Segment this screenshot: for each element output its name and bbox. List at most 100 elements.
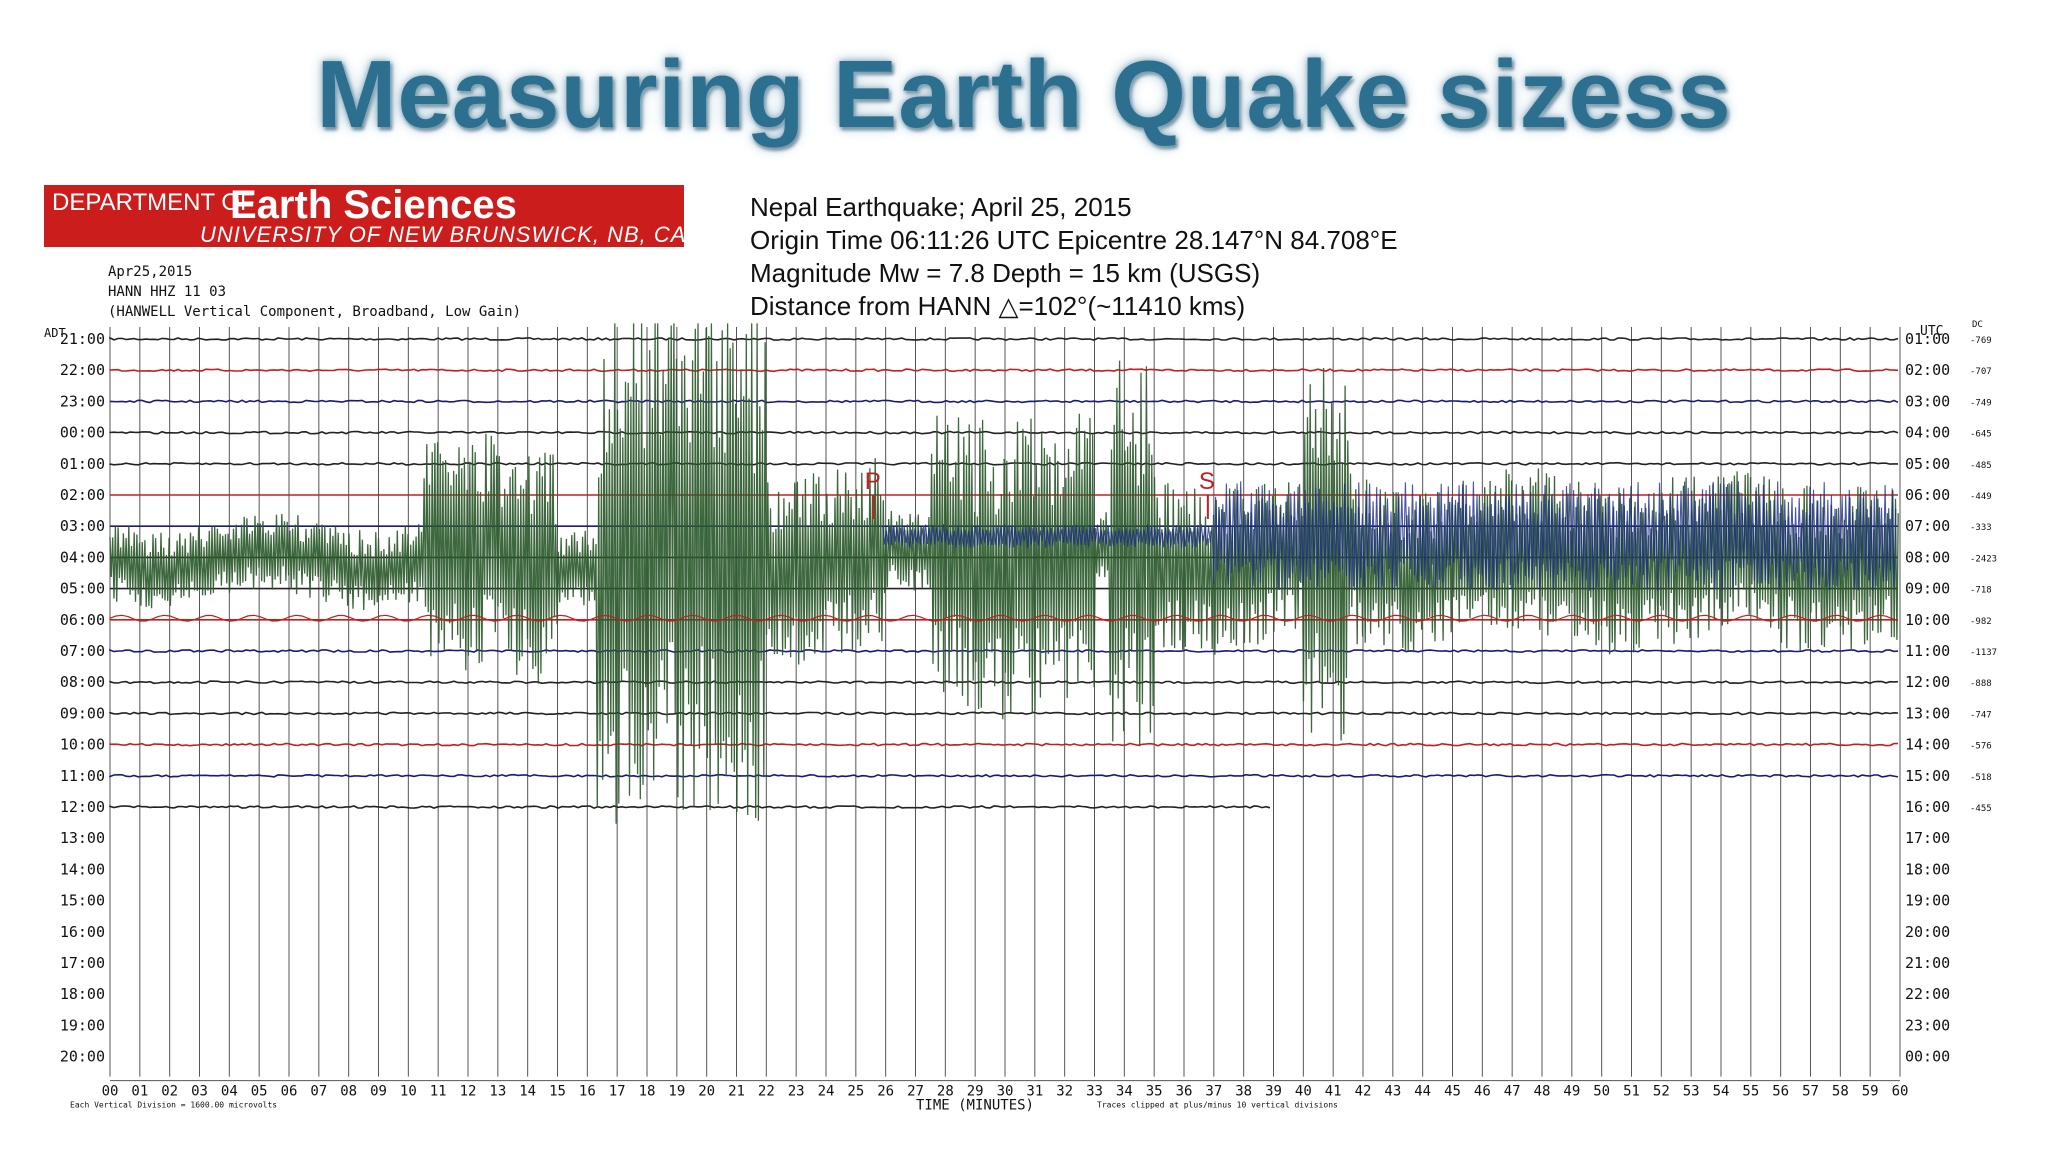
right-hour-label: 06:00 bbox=[1905, 486, 1950, 504]
dc-offset-label: -485 bbox=[1970, 461, 1992, 471]
trace-baseline bbox=[109, 461, 1898, 466]
x-tick-label: 41 bbox=[1325, 1084, 1342, 1100]
x-tick-label: 07 bbox=[310, 1084, 327, 1100]
left-hour-label: 20:00 bbox=[60, 1048, 105, 1066]
x-tick-label: 45 bbox=[1444, 1084, 1461, 1100]
trace-baseline bbox=[109, 773, 1899, 778]
earthquake-waveform bbox=[109, 323, 1899, 824]
slide-title: Measuring Earth Quake sizess bbox=[316, 41, 1732, 148]
right-hour-label: 05:00 bbox=[1905, 455, 1950, 473]
dc-offset-label: -747 bbox=[1970, 710, 1992, 720]
x-tick-label: 18 bbox=[639, 1084, 656, 1100]
right-hour-label: 10:00 bbox=[1905, 611, 1950, 629]
left-hour-label: 02:00 bbox=[60, 486, 105, 504]
x-tick-label: 12 bbox=[460, 1084, 477, 1100]
x-tick-label: 39 bbox=[1265, 1084, 1282, 1100]
x-tick-label: 51 bbox=[1623, 1084, 1640, 1100]
x-tick-label: 22 bbox=[758, 1084, 775, 1100]
phase-marker-s: S bbox=[1199, 468, 1215, 495]
dc-offset-label: -2423 bbox=[1970, 554, 1997, 564]
x-tick-label: 28 bbox=[937, 1084, 954, 1100]
left-hour-label: 13:00 bbox=[60, 829, 105, 847]
dc-offset-label: -707 bbox=[1970, 367, 1992, 377]
dc-offset-label: -333 bbox=[1970, 523, 1992, 533]
trace-baseline bbox=[109, 742, 1899, 747]
station-info: Apr25,2015 HANN HHZ 11 03 (HANWELL Verti… bbox=[108, 262, 521, 322]
x-tick-label: 01 bbox=[131, 1084, 148, 1100]
left-axis-label: ADT bbox=[44, 326, 66, 340]
right-hour-label: 18:00 bbox=[1905, 860, 1950, 878]
blue-trace-overlay bbox=[882, 481, 1897, 592]
x-tick-label: 04 bbox=[221, 1084, 238, 1100]
dc-offset-label: -718 bbox=[1970, 586, 1992, 596]
x-tick-label: 27 bbox=[907, 1084, 924, 1100]
x-tick-label: 11 bbox=[430, 1084, 447, 1100]
x-tick-label: 57 bbox=[1802, 1084, 1819, 1100]
x-tick-label: 44 bbox=[1414, 1084, 1431, 1100]
x-tick-label: 06 bbox=[281, 1084, 298, 1100]
dc-offset-label: -645 bbox=[1970, 430, 1992, 440]
x-tick-label: 26 bbox=[877, 1084, 894, 1100]
x-tick-label: 49 bbox=[1563, 1084, 1580, 1100]
x-tick-label: 20 bbox=[698, 1084, 715, 1100]
x-tick-label: 08 bbox=[340, 1084, 357, 1100]
trace-baseline bbox=[109, 368, 1899, 373]
x-tick-label: 02 bbox=[161, 1084, 178, 1100]
x-tick-label: 23 bbox=[788, 1084, 805, 1100]
right-hour-label: 14:00 bbox=[1905, 736, 1950, 754]
x-tick-label: 48 bbox=[1534, 1084, 1551, 1100]
left-hour-label: 07:00 bbox=[60, 642, 105, 660]
trace-baseline bbox=[109, 805, 1271, 809]
x-tick-label: 25 bbox=[847, 1084, 864, 1100]
x-tick-label: 55 bbox=[1742, 1084, 1759, 1100]
footnote-left: Each Vertical Division = 1600.00 microvo… bbox=[70, 1101, 277, 1110]
x-tick-label: 32 bbox=[1056, 1084, 1073, 1100]
x-tick-label: 15 bbox=[549, 1084, 566, 1100]
dc-offset-label: -982 bbox=[1970, 617, 1992, 627]
dc-offset-label: -1137 bbox=[1970, 648, 1997, 658]
x-tick-label: 09 bbox=[370, 1084, 387, 1100]
x-tick-label: 30 bbox=[997, 1084, 1014, 1100]
x-tick-label: 00 bbox=[102, 1084, 119, 1100]
x-tick-label: 38 bbox=[1235, 1084, 1252, 1100]
trace-baseline bbox=[109, 399, 1899, 404]
trace-baseline bbox=[109, 430, 1899, 435]
dc-offset-label: -518 bbox=[1970, 773, 1992, 783]
right-hour-label: 23:00 bbox=[1905, 1016, 1950, 1034]
left-hour-label: 10:00 bbox=[60, 736, 105, 754]
right-hour-label: 04:00 bbox=[1905, 424, 1950, 442]
right-hour-label: 15:00 bbox=[1905, 767, 1950, 785]
left-hour-label: 23:00 bbox=[60, 392, 105, 410]
right-hour-label: 09:00 bbox=[1905, 580, 1950, 598]
right-hour-label: 08:00 bbox=[1905, 548, 1950, 566]
x-tick-label: 16 bbox=[579, 1084, 596, 1100]
right-hour-label: 21:00 bbox=[1905, 954, 1950, 972]
x-tick-label: 43 bbox=[1384, 1084, 1401, 1100]
x-tick-label: 10 bbox=[400, 1084, 417, 1100]
x-tick-label: 29 bbox=[967, 1084, 984, 1100]
x-tick-label: 21 bbox=[728, 1084, 745, 1100]
x-tick-label: 35 bbox=[1146, 1084, 1163, 1100]
event-info-line3: Magnitude Mw = 7.8 Depth = 15 km (USGS) bbox=[750, 258, 1261, 288]
left-hour-label: 16:00 bbox=[60, 923, 105, 941]
banner-department: DEPARTMENT OF bbox=[52, 189, 255, 216]
dc-offset-label: -455 bbox=[1970, 804, 1992, 814]
x-tick-label: 17 bbox=[609, 1084, 626, 1100]
left-hour-label: 00:00 bbox=[60, 424, 105, 442]
x-tick-label: 47 bbox=[1504, 1084, 1521, 1100]
station-date: Apr25,2015 bbox=[108, 264, 193, 280]
right-hour-label: 02:00 bbox=[1905, 361, 1950, 379]
right-hour-label: 00:00 bbox=[1905, 1048, 1950, 1066]
dc-offset-label: -888 bbox=[1970, 679, 1992, 689]
x-tick-label: 13 bbox=[489, 1084, 506, 1100]
right-hour-label: 20:00 bbox=[1905, 923, 1950, 941]
left-hour-label: 09:00 bbox=[60, 704, 105, 722]
left-hour-label: 01:00 bbox=[60, 455, 105, 473]
event-info-line4: Distance from HANN △=102°(~11410 kms) bbox=[750, 291, 1246, 321]
event-info-line2: Origin Time 06:11:26 UTC Epicentre 28.14… bbox=[750, 225, 1398, 255]
x-tick-label: 52 bbox=[1653, 1084, 1670, 1100]
x-tick-label: 60 bbox=[1892, 1084, 1909, 1100]
left-hour-label: 17:00 bbox=[60, 954, 105, 972]
dc-offset-label: -769 bbox=[1970, 336, 1992, 346]
left-hour-label: 04:00 bbox=[60, 548, 105, 566]
